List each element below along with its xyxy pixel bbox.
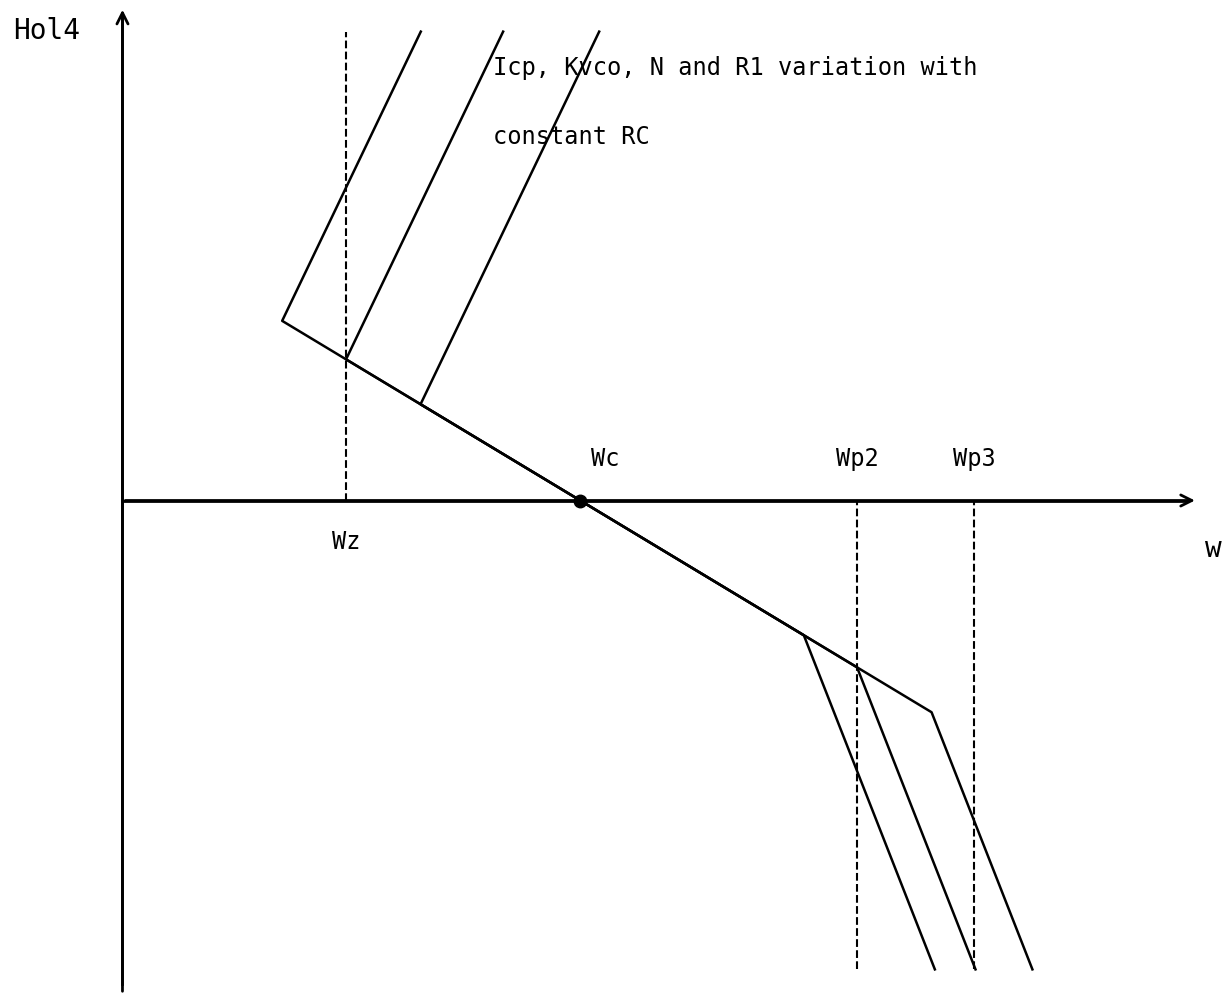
Text: constant RC: constant RC [493, 125, 649, 149]
Text: w: w [1205, 536, 1223, 563]
Text: Icp, Kvco, N and R1 variation with: Icp, Kvco, N and R1 variation with [493, 56, 978, 80]
Text: Wc: Wc [590, 446, 620, 470]
Text: Wp3: Wp3 [953, 446, 995, 470]
Text: Wp2: Wp2 [835, 446, 878, 470]
Text: Hol4: Hol4 [12, 17, 80, 45]
Text: Wz: Wz [332, 531, 360, 555]
